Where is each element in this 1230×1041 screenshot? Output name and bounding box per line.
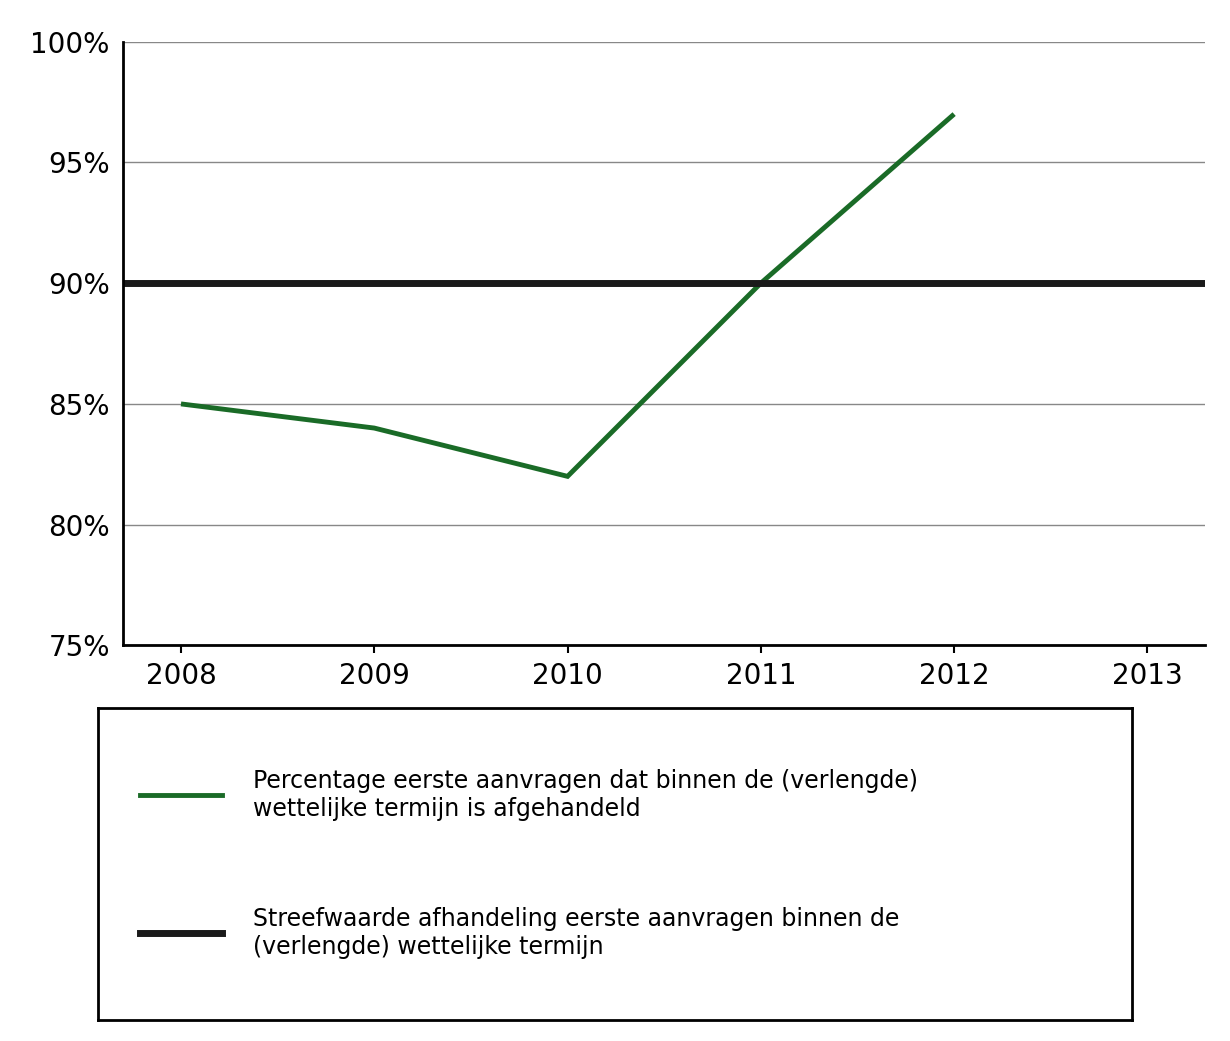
Text: Percentage eerste aanvragen dat binnen de (verlengde)
wettelijke termijn is afge: Percentage eerste aanvragen dat binnen d… (253, 769, 919, 821)
Text: Streefwaarde afhandeling eerste aanvragen binnen de
(verlengde) wettelijke termi: Streefwaarde afhandeling eerste aanvrage… (253, 907, 900, 959)
